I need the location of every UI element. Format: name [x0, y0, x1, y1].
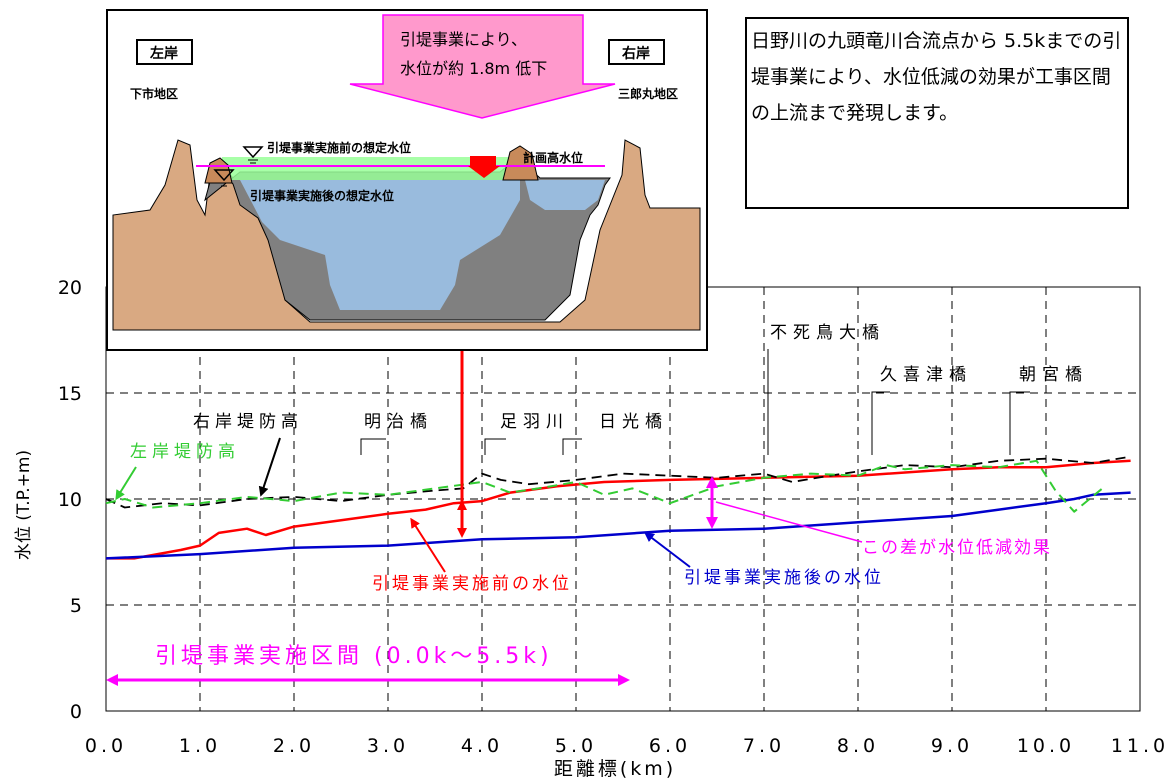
x-tick-label: 7.0 — [743, 735, 785, 757]
bridge-label-kukizu: 久喜津橋 — [880, 365, 972, 385]
bridge-marker-meiji — [360, 438, 386, 455]
info-text: 日野川の九頭竜川合流点から 5.5kまでの引堤事業により、水位低減の効果が工事区… — [751, 30, 1122, 124]
bridge-marker-asuwa — [484, 438, 506, 455]
x-tick-label: 8.0 — [837, 735, 879, 757]
inset-right-bank-box — [608, 39, 665, 65]
x-tick-label: 1.0 — [179, 735, 221, 757]
difference-pointer — [715, 501, 863, 543]
x-tick-labels: 0.0 1.0 2.0 3.0 4.0 5.0 6.0 7.0 8.0 9.0 10.0 11.0 — [85, 735, 1169, 757]
y-tick-labels: 0 5 10 15 20 — [58, 277, 82, 723]
cross-section-inset: 引堤事業実施前の想定水位 引堤事業実施後の想定水位 計画高水位 左岸 下市地区 … — [106, 9, 708, 351]
before-line-label: 引堤事業実施前の水位 — [372, 574, 572, 594]
section-label: 引堤事業実施区間 (0.0k～5.5k) — [155, 644, 553, 669]
inset-right-levee — [502, 145, 539, 181]
after-line-pointer — [644, 531, 691, 568]
bridge-label-asamiya: 朝宮橋 — [1019, 365, 1088, 385]
bridge-marker-nikko — [562, 438, 582, 455]
right-levee-pointer — [258, 437, 281, 497]
bridge-marker-asamiya — [1009, 391, 1030, 455]
inset-callout-text-1: 引堤事業により、 — [400, 30, 527, 49]
before-line-pointer — [410, 517, 446, 573]
x-axis-title: 距離標(km) — [554, 758, 676, 780]
x-tick-label: 6.0 — [649, 735, 691, 757]
left-levee-pointer — [115, 466, 137, 501]
x-tick-label: 0.0 — [85, 735, 127, 757]
x-tick-label: 10.0 — [1017, 735, 1075, 757]
bridge-label-fushicho: 不死鳥大橋 — [770, 323, 885, 343]
y-tick-label: 20 — [58, 277, 82, 299]
inset-right-area: 三郎丸地区 — [618, 86, 678, 101]
inset-after-level-symbol — [213, 169, 235, 182]
bridge-markers — [360, 349, 1030, 455]
y-axis-title: 水位 (T.P.+m) — [14, 450, 34, 560]
inset-callout-text-2: 水位が約 1.8m 低下 — [400, 59, 547, 78]
y-tick-label: 5 — [70, 595, 82, 617]
x-tick-label: 9.0 — [931, 735, 973, 757]
inset-water-right — [525, 180, 605, 210]
bridge-label-meiji: 明治橋 — [364, 412, 433, 432]
x-tick-label: 11.0 — [1111, 735, 1169, 757]
inset-before-level-symbol — [242, 146, 264, 159]
inset-right-bank-label: 右岸 — [621, 45, 650, 62]
left-levee-label: 左岸堤防高 — [130, 442, 240, 462]
difference-label: この差が水位低減効果 — [862, 538, 1052, 558]
inset-before-level-label: 引堤事業実施前の想定水位 — [267, 140, 411, 155]
inset-water-after — [240, 180, 520, 310]
series-right-levee-line — [105, 455, 1131, 509]
inset-plan-level-label: 計画高水位 — [523, 150, 583, 165]
info-box: 日野川の九頭竜川合流点から 5.5kまでの引堤事業により、水位低減の効果が工事区… — [745, 17, 1129, 209]
inset-left-area: 下市地区 — [130, 86, 178, 101]
inset-water-before-band — [222, 157, 522, 180]
series-lines — [105, 455, 1131, 560]
inset-callout-arrow — [349, 14, 616, 119]
inset-drop-marker — [470, 156, 496, 166]
right-levee-label: 右岸堤防高 — [193, 412, 303, 432]
inset-after-level-label: 引堤事業実施後の想定水位 — [250, 188, 394, 203]
x-tick-label: 5.0 — [555, 735, 597, 757]
bridge-label-asuwa: 足羽川 — [500, 412, 569, 432]
y-tick-label: 10 — [58, 489, 82, 511]
y-tick-label: 15 — [58, 383, 82, 405]
x-tick-label: 4.0 — [461, 735, 503, 757]
x-tick-label: 2.0 — [273, 735, 315, 757]
bridge-label-nikko: 日光橋 — [599, 412, 668, 432]
bridge-marker-kukizu — [871, 391, 890, 455]
inset-left-bank-label: 左岸 — [149, 45, 178, 62]
after-line-label: 引堤事業実施後の水位 — [684, 568, 884, 588]
series-left-levee-line — [105, 459, 1104, 513]
grid — [106, 287, 1140, 711]
inset-drop-triangle — [468, 166, 500, 178]
inset-left-bank-box — [136, 39, 193, 65]
x-tick-label: 3.0 — [367, 735, 409, 757]
series-before-line — [106, 459, 1131, 560]
y-tick-label: 0 — [70, 701, 82, 723]
